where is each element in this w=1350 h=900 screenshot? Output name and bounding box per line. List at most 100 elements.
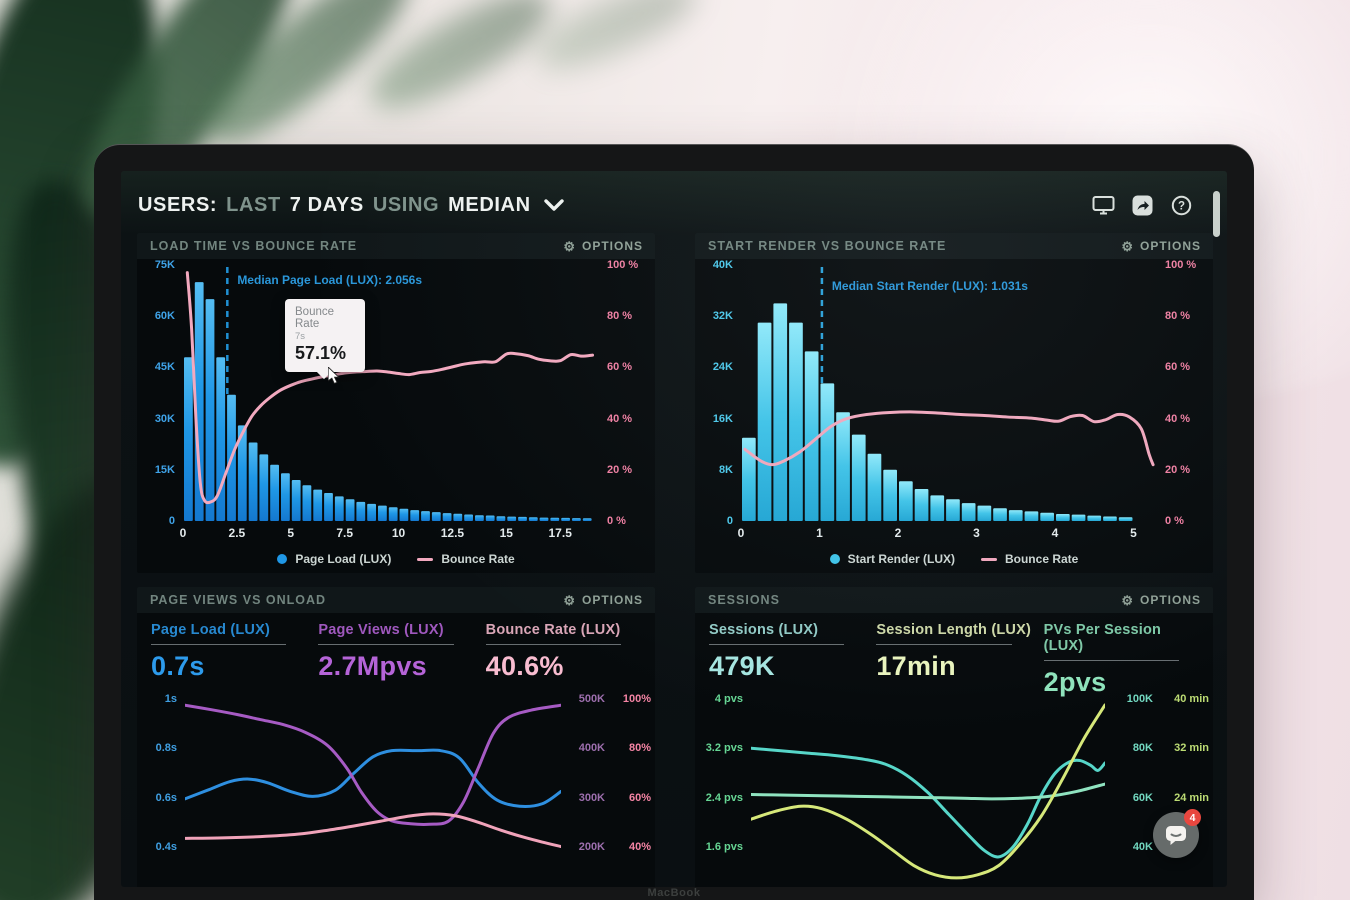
axis-tick: 1s — [164, 692, 177, 705]
y-axis-left: 4 pvs 3.2 pvs 2.4 pvs 1.6 pvs — [695, 692, 751, 885]
legend-line-marker — [980, 557, 997, 561]
axis-tick: 3.2 pvs — [705, 742, 743, 755]
axis-tick: 0 — [168, 515, 175, 527]
gear-icon: ⚙ — [1121, 592, 1134, 608]
axis-tick: 60 % — [1165, 361, 1191, 374]
axis-tick: 0.8s — [155, 742, 177, 755]
axis-tick: 400K 80% — [561, 742, 651, 754]
x-axis-tick: 10 — [391, 526, 406, 540]
bezel-text: MacBook — [647, 887, 701, 899]
x-axis-tick: 15 — [499, 526, 513, 540]
options-button[interactable]: ⚙ OPTIONS — [1121, 593, 1201, 607]
x-axis-tick: 5 — [287, 526, 295, 540]
multi-line-chart — [183, 703, 563, 849]
axis-tick: 80K 32 min — [1105, 742, 1209, 754]
options-label: OPTIONS — [581, 593, 643, 607]
legend-label: Bounce Rate — [441, 552, 515, 566]
title-part: USING — [372, 193, 440, 216]
options-button[interactable]: ⚙ OPTIONS — [563, 593, 643, 607]
axis-tick: 100K 40 min — [1105, 693, 1209, 705]
legend-item-bounce-rate[interactable]: Bounce Rate — [980, 552, 1079, 566]
metric-label: Sessions (LUX) — [709, 622, 819, 638]
panel-title: LOAD TIME VS BOUNCE RATE — [150, 239, 358, 253]
title-part: 7 DAYS — [289, 193, 364, 216]
title-part: LAST — [226, 193, 281, 216]
x-axis-tick: 12.5 — [440, 526, 465, 540]
y-axis-right: 500K 100% 400K 80% 300K 60% 200K 40% — [561, 692, 655, 885]
axis-tick: 16K — [712, 412, 733, 425]
metric-value: 2pvs — [1043, 667, 1107, 697]
axis-tick-value: 500K — [578, 692, 605, 705]
axis-tick: 8K — [718, 463, 733, 476]
options-label: OPTIONS — [1139, 593, 1201, 607]
axis-tick: 45K — [154, 361, 175, 374]
axis-tick: 20 % — [1165, 463, 1191, 476]
display-icon[interactable] — [1091, 194, 1115, 216]
panel-header: LOAD TIME VS BOUNCE RATE ⚙ OPTIONS — [137, 233, 655, 259]
metric-bounce-rate: Bounce Rate (LUX) 40.6% — [485, 622, 641, 691]
axis-tick: 60K — [154, 310, 175, 323]
axis-tick: 40 % — [607, 412, 633, 425]
metric-label: Session Length (LUX) — [876, 622, 1031, 638]
tooltip-value: 57.1% — [295, 343, 347, 363]
axis-tick: 60K 24 min — [1105, 792, 1209, 804]
metric-underline — [318, 644, 454, 645]
bar-line-chart — [184, 267, 595, 521]
axis-tick: 1.6 pvs — [705, 841, 743, 853]
chart-tooltip: Bounce Rate 7s 57.1% — [285, 299, 365, 380]
bar-line-chart — [742, 267, 1155, 521]
chart-plot[interactable]: Median Start Render (LUX): 1.031s — [741, 265, 1157, 521]
chevron-down-icon — [543, 199, 564, 211]
metric-label: Page Load (LUX) — [151, 622, 271, 638]
background-plant-leaf — [527, 0, 705, 84]
axis-tick: 200K 40% — [561, 841, 651, 853]
y-axis-right: 100 % 80 % 60 % 40 % 20 % 0 % — [1157, 259, 1213, 527]
options-button[interactable]: ⚙ OPTIONS — [563, 239, 643, 253]
chart-plot[interactable]: Median Page Load (LUX): 2.056s Bounce Ra… — [183, 265, 599, 521]
help-icon[interactable]: ? — [1169, 194, 1193, 216]
y-axis-left: 40K 32K 24K 16K 8K 0 — [695, 259, 741, 527]
x-axis: 0 2.5 5 7.5 10 12.5 15 17.5 — [180, 521, 599, 545]
axis-tick-value: 100% — [622, 692, 651, 705]
median-annotation: Median Start Render (LUX): 1.031s — [831, 279, 1028, 293]
axis-tick: 40K — [712, 259, 733, 271]
axis-tick-value: 200K — [578, 841, 605, 853]
axis-tick: 0.4s — [155, 841, 177, 853]
axis-tick: 75K — [154, 259, 175, 271]
axis-tick: 100 % — [607, 259, 639, 271]
options-label: OPTIONS — [581, 239, 643, 253]
options-button[interactable]: ⚙ OPTIONS — [1121, 239, 1201, 253]
axis-tick: 2.4 pvs — [705, 791, 743, 804]
chat-launcher-button[interactable]: 4 — [1153, 809, 1201, 858]
axis-tick-value: 40% — [628, 841, 651, 853]
legend-item-page-load-lux-[interactable]: Page Load (LUX) — [277, 552, 391, 566]
metric-label: Page Views (LUX) — [318, 622, 444, 638]
legend-item-start-render-lux-[interactable]: Start Render (LUX) — [829, 552, 955, 566]
chart-plot[interactable] — [749, 695, 1107, 885]
chat-bubble-icon — [1166, 826, 1186, 845]
scrollbar-thumb[interactable] — [1213, 191, 1220, 237]
x-axis-tick: 2 — [894, 526, 902, 540]
axis-tick: 4 pvs — [714, 692, 743, 705]
legend-label: Bounce Rate — [1004, 552, 1079, 566]
metric-label: Bounce Rate (LUX) — [485, 622, 621, 638]
timeframe-selector[interactable]: USERS: LAST 7 DAYS USING MEDIAN — [138, 194, 564, 217]
axis-tick-value: 100K — [1126, 692, 1153, 705]
x-axis-tick: 4 — [1051, 526, 1059, 540]
x-axis-tick: 5 — [1130, 526, 1137, 540]
chart-plot[interactable] — [183, 695, 563, 885]
legend-item-bounce-rate[interactable]: Bounce Rate — [417, 552, 515, 566]
laptop: USERS: LAST 7 DAYS USING MEDIAN — [94, 144, 1254, 900]
legend-line-marker — [417, 557, 434, 561]
median-annotation: Median Page Load (LUX): 2.056s — [237, 273, 423, 287]
share-icon[interactable] — [1130, 194, 1154, 216]
axis-tick: 0 % — [1165, 515, 1184, 527]
metric-underline — [709, 644, 845, 645]
legend-dot-marker — [277, 554, 288, 564]
panel-title: START RENDER VS BOUNCE RATE — [708, 239, 947, 253]
axis-tick: 30K — [154, 412, 175, 425]
metric-underline — [876, 644, 1012, 645]
metric-value: 40.6% — [485, 651, 564, 681]
y-axis-left: 75K 60K 45K 30K 15K 0 — [137, 259, 183, 527]
axis-tick: 80 % — [1165, 310, 1191, 323]
